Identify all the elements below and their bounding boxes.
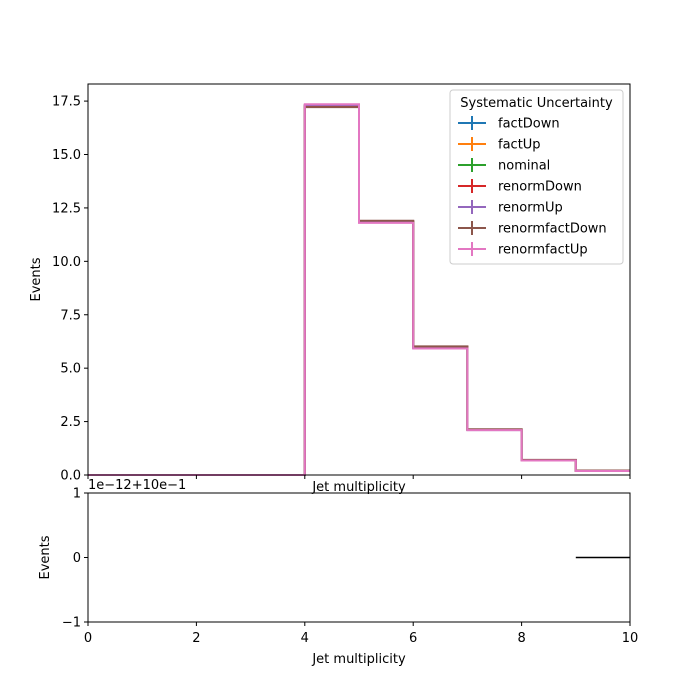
bottom-panel: −101 0 2 4 6 8 10 1e−12+10e−1 Events Jet mult…	[38, 478, 638, 667]
bottom-y-tick-label: −1	[62, 616, 81, 631]
bottom-x-tick-label: 2	[192, 631, 200, 646]
top-y-tick-label: 12.5	[52, 201, 81, 216]
bottom-y-tick-label: 0	[73, 551, 81, 566]
bottom-x-tick-label: 10	[622, 631, 639, 646]
top-y-ticks: 0.0 2.5 5.0 7.5 10.0 12.5 15.0 17.5	[52, 95, 88, 484]
legend-box	[449, 89, 624, 265]
top-x-axis-label: Jet multiplicity	[311, 480, 406, 495]
legend-label-renormDown: renormDown	[498, 180, 582, 195]
top-y-tick-label: 0.0	[60, 469, 81, 484]
top-y-tick-label: 10.0	[52, 255, 81, 270]
top-axes-frame	[87, 83, 631, 476]
legend-label-nominal: nominal	[498, 159, 550, 174]
legend-label-renormfactUp: renormfactUp	[498, 243, 588, 258]
legend-label-factUp: factUp	[498, 138, 541, 153]
bottom-y-ticks: −1 0 1	[62, 487, 88, 631]
bottom-x-tick-label: 0	[84, 631, 92, 646]
top-panel: 0.0 2.5 5.0 7.5 10.0 12.5 15.0 17.5 Events Jet …	[29, 83, 631, 495]
legend-label-renormfactDown: renormfactDown	[498, 222, 607, 237]
top-y-axis-label: Events	[29, 257, 44, 301]
bottom-y-tick-label: 1	[73, 487, 81, 502]
top-y-tick-label: 2.5	[60, 415, 81, 430]
bottom-x-axis-label: Jet multiplicity	[311, 652, 406, 667]
bottom-x-ticks: 0 2 4 6 8 10	[84, 622, 638, 646]
legend-label-renormUp: renormUp	[498, 201, 563, 216]
bottom-y-axis-label: Events	[38, 535, 53, 579]
bottom-offset-text: 1e−12+10e−1	[88, 478, 186, 493]
legend: Systematic Uncertainty factDown factUp nom…	[449, 89, 624, 265]
bottom-x-tick-label: 8	[517, 631, 525, 646]
top-y-tick-label: 7.5	[60, 308, 81, 323]
top-y-tick-label: 15.0	[52, 148, 81, 163]
legend-label-factDown: factDown	[498, 117, 560, 132]
top-x-ticks	[87, 475, 631, 479]
bottom-x-tick-label: 6	[409, 631, 417, 646]
bottom-x-tick-label: 4	[301, 631, 309, 646]
legend-items: factDown factUp nominal renormDown renormUp r…	[458, 116, 607, 258]
top-y-tick-label: 17.5	[52, 95, 81, 110]
top-y-tick-label: 5.0	[60, 362, 81, 377]
legend-title: Systematic Uncertainty	[460, 96, 613, 111]
